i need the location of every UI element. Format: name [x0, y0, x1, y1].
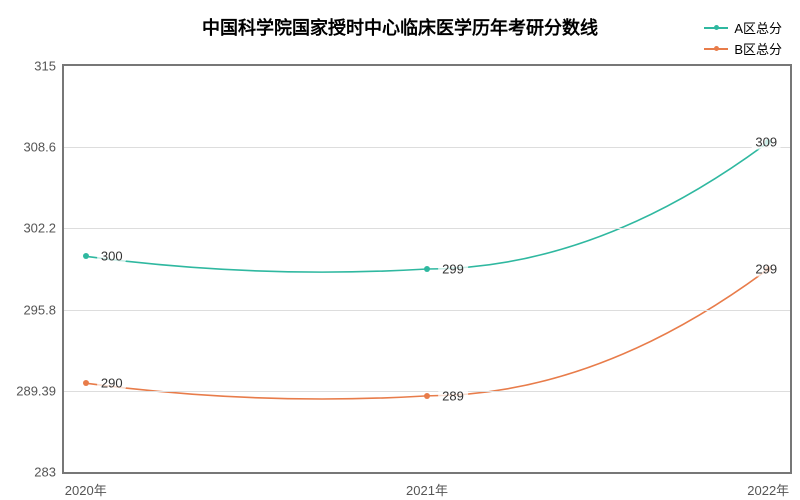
legend: A区总分 B区总分 [704, 18, 782, 60]
data-point-label: 309 [751, 135, 781, 150]
y-tick-label: 308.6 [23, 140, 64, 155]
data-point-label: 299 [438, 262, 468, 277]
data-point-label: 300 [97, 249, 127, 264]
y-tick-label: 289.39 [16, 383, 64, 398]
series-line [86, 142, 768, 272]
legend-swatch-a [704, 27, 728, 29]
gridline [64, 228, 790, 229]
legend-item-a: A区总分 [704, 18, 782, 37]
data-point-label: 299 [751, 262, 781, 277]
chart-title: 中国科学院国家授时中心临床医学历年考研分数线 [0, 14, 800, 40]
data-point [424, 393, 430, 399]
plot-area: 283289.39295.8302.2308.63152020年2021年202… [62, 64, 792, 474]
y-tick-label: 315 [34, 59, 64, 74]
y-tick-label: 295.8 [23, 302, 64, 317]
legend-label-a: A区总分 [734, 18, 782, 37]
x-tick-label: 2020年 [65, 472, 107, 499]
legend-swatch-b [704, 48, 728, 50]
series-line [86, 269, 768, 399]
gridline [64, 147, 790, 148]
legend-item-b: B区总分 [704, 39, 782, 58]
data-point [83, 253, 89, 259]
legend-label-b: B区总分 [734, 39, 782, 58]
data-point-label: 289 [438, 388, 468, 403]
y-tick-label: 283 [34, 465, 64, 480]
x-tick-label: 2022年 [747, 472, 789, 499]
x-tick-label: 2021年 [406, 472, 448, 499]
data-point [424, 266, 430, 272]
y-tick-label: 302.2 [23, 221, 64, 236]
gridline [64, 391, 790, 392]
data-point-label: 290 [97, 376, 127, 391]
gridline [64, 310, 790, 311]
data-point [83, 380, 89, 386]
chart-container: 中国科学院国家授时中心临床医学历年考研分数线 A区总分 B区总分 283289.… [0, 0, 800, 500]
